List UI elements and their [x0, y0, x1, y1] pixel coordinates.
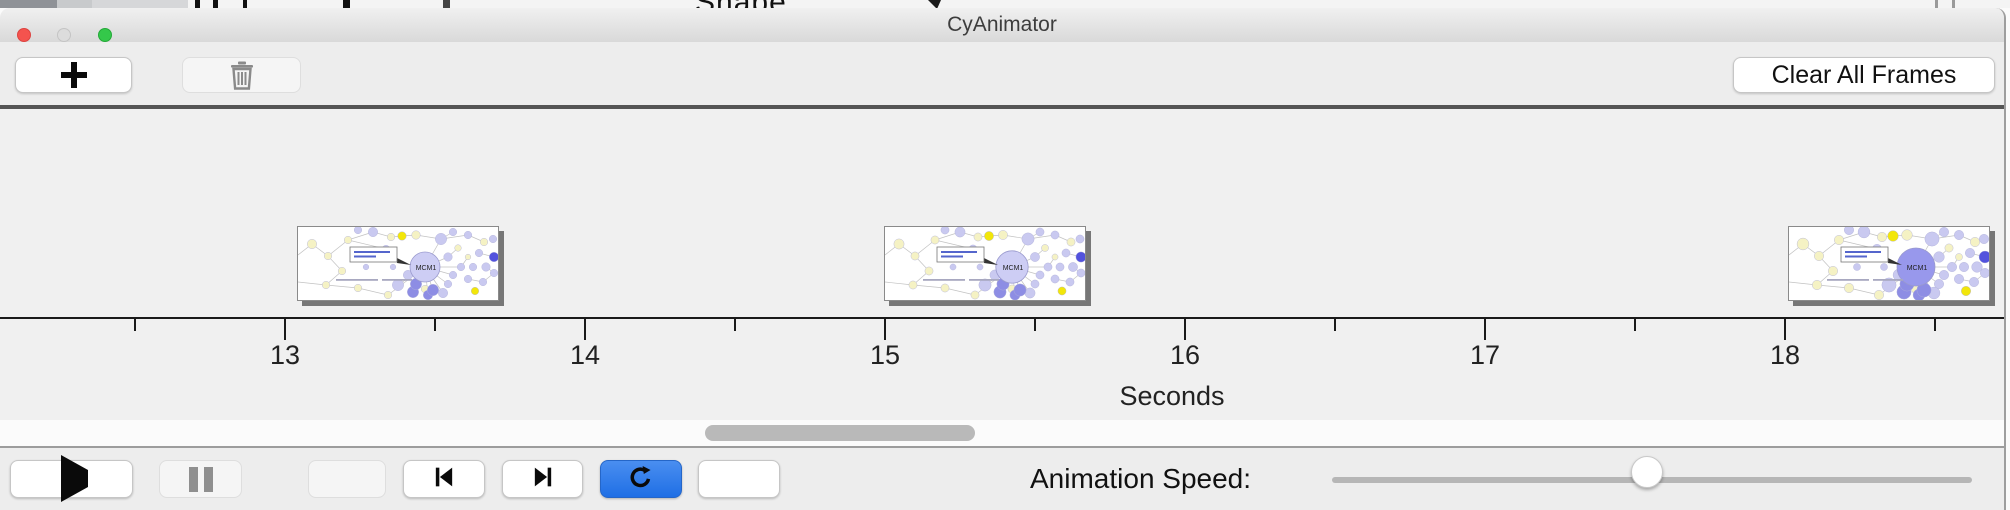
tick-label: 13 [269, 340, 301, 370]
frame-thumbnail-1[interactable]: MCM1 [297, 226, 499, 301]
tick-major [284, 319, 286, 340]
stop-button[interactable] [308, 460, 386, 498]
playback-controls-bar: Animation Speed: [0, 448, 2004, 510]
background-window-mark [343, 0, 350, 8]
toolbar: Clear All Frames [0, 42, 2004, 105]
tick-major [1184, 319, 1186, 340]
tick-label: 17 [1469, 340, 1501, 370]
skip-to-start-button[interactable] [403, 460, 485, 498]
tick-minor [134, 319, 136, 331]
timeline-scrollbar-track[interactable] [0, 420, 2004, 448]
tick-minor [1634, 319, 1636, 331]
pause-button[interactable] [159, 460, 242, 498]
background-window-mark [1935, 0, 1938, 8]
svg-text:MCM1: MCM1 [1907, 265, 1928, 272]
background-segment [57, 0, 92, 8]
trash-icon [230, 61, 253, 90]
close-window-button[interactable] [17, 28, 31, 42]
tick-label: 16 [1169, 340, 1201, 370]
svg-text:MCM1: MCM1 [416, 265, 437, 272]
tick-label: 12 [0, 340, 25, 371]
background-segment [92, 0, 188, 8]
tick-minor [1934, 319, 1936, 331]
frame-thumbnail-2[interactable]: MCM1 [884, 226, 1086, 301]
clear-all-frames-label: Clear All Frames [1771, 60, 1957, 89]
tick-minor [1034, 319, 1036, 331]
tick-minor [1334, 319, 1336, 331]
tick-major [884, 319, 886, 340]
clear-all-frames-button[interactable]: Clear All Frames [1733, 57, 1995, 93]
background-window-shape-label: Shape [695, 0, 787, 8]
background-window-mark [443, 0, 450, 8]
animation-speed-slider-knob[interactable] [1631, 456, 1663, 488]
timeline-axis-line [0, 317, 2004, 319]
tick-major [1784, 319, 1786, 340]
minimize-window-button[interactable] [57, 28, 71, 42]
background-window-wedge [928, 0, 941, 8]
svg-text:MCM1: MCM1 [1003, 265, 1024, 272]
tick-label: 18 [1769, 340, 1801, 370]
background-window-sliver: Shape [0, 0, 2010, 8]
add-frame-button[interactable] [15, 57, 132, 93]
background-segment [0, 0, 57, 8]
tick-minor [434, 319, 436, 331]
plus-icon [60, 62, 87, 88]
background-window-mark [213, 0, 218, 8]
window-title: CyAnimator [947, 13, 1057, 36]
skip-to-end-icon [529, 463, 557, 496]
tick-label: 14 [569, 340, 601, 370]
timeline-axis-title: Seconds [1119, 381, 1225, 411]
pause-icon [188, 466, 213, 492]
background-window-mark [1952, 0, 1955, 8]
delete-frame-button[interactable] [182, 57, 301, 93]
skip-to-start-icon [430, 463, 458, 496]
tick-major [1484, 319, 1486, 340]
window-titlebar[interactable]: CyAnimator [0, 8, 2004, 43]
play-icon [55, 455, 88, 502]
zoom-window-button[interactable] [98, 28, 112, 42]
play-button[interactable] [10, 455, 133, 502]
background-window-mark [243, 0, 247, 8]
tick-minor [734, 319, 736, 331]
loop-icon [627, 463, 655, 496]
background-window-mark [195, 0, 200, 8]
skip-to-end-button[interactable] [502, 460, 583, 498]
animation-speed-label: Animation Speed: [1030, 463, 1252, 494]
tick-label: 15 [869, 340, 901, 370]
timeline-scrollbar-thumb[interactable] [705, 425, 975, 441]
loop-button[interactable] [600, 460, 682, 498]
timeline-panel[interactable]: MCM1 MCM1 MCM1 12 13 14 15 16 17 18 Seconds [0, 105, 2004, 420]
tick-major [584, 319, 586, 340]
frame-thumbnail-3[interactable]: MCM1 [1788, 226, 1990, 301]
record-button[interactable] [698, 460, 780, 498]
cyanimator-window: CyAnimator Clear All F [0, 8, 2006, 510]
